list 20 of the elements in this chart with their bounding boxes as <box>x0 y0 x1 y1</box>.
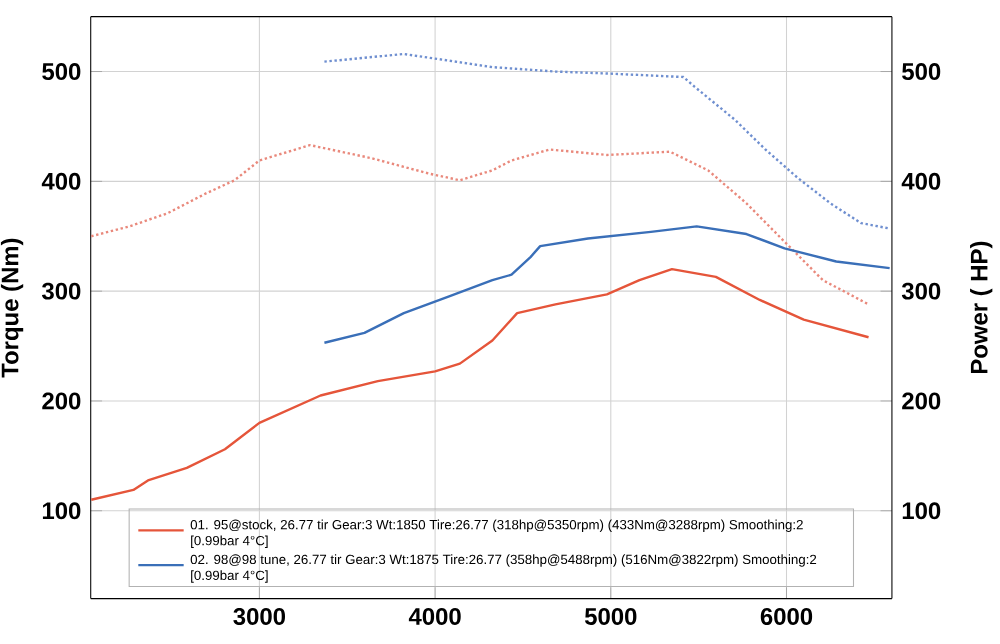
y-tick-label: 400 <box>41 172 81 190</box>
line-series <box>90 143 870 306</box>
x-tick-label: 3000 <box>233 607 286 625</box>
y-tick-label: 300 <box>41 282 81 300</box>
y-tick-label: 500 <box>42 63 81 81</box>
y-tick-label: 100 <box>42 502 81 520</box>
x-tick-label: 5000 <box>584 607 637 625</box>
y2-tick-label: 100 <box>902 502 941 520</box>
y2-tick-label: 200 <box>902 392 941 410</box>
y2-axis-title: Power ( HP) <box>970 241 993 374</box>
x-tick-label: 6000 <box>760 607 813 625</box>
y-tick-label: 200 <box>42 392 81 410</box>
y-axis-title: Torque (Nm) <box>0 238 24 378</box>
line-series <box>323 225 891 344</box>
y2-tick-label: 400 <box>901 172 941 190</box>
line-series <box>323 52 891 230</box>
y2-tick-label: 300 <box>901 282 941 300</box>
line-series <box>90 267 870 501</box>
y2-tick-label: 500 <box>902 63 941 81</box>
x-tick-label: 4000 <box>408 607 461 625</box>
